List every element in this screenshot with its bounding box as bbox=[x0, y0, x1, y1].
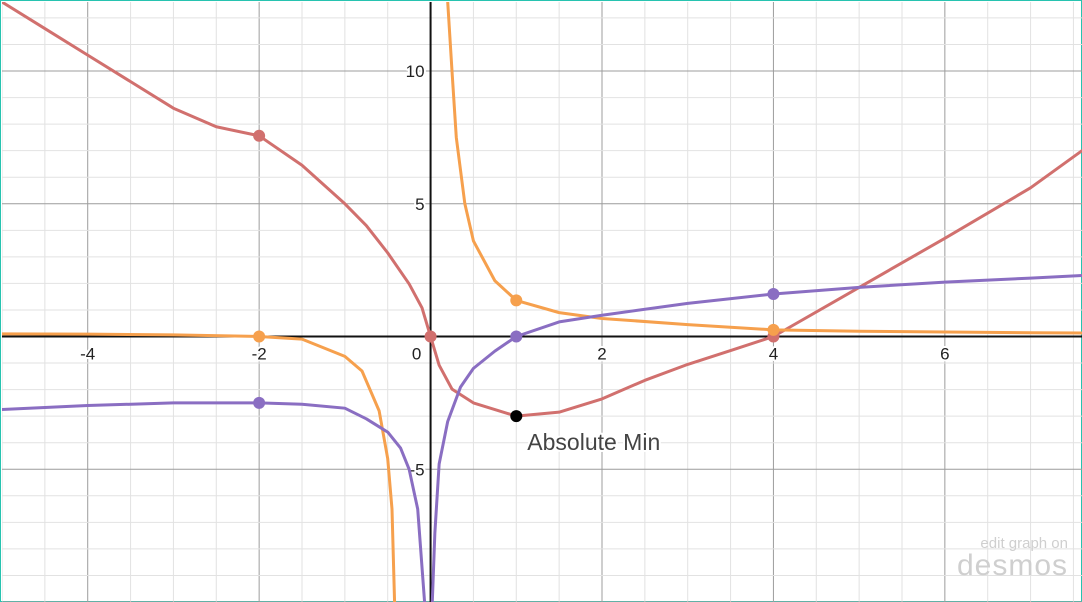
x-tick-label: -4 bbox=[80, 345, 95, 364]
x-tick-label: 4 bbox=[769, 345, 778, 364]
curve-point bbox=[767, 323, 780, 336]
points bbox=[253, 129, 780, 423]
x-tick-label: 2 bbox=[597, 345, 606, 364]
curve-purple bbox=[2, 273, 1082, 602]
x-tick-label: 0 bbox=[412, 345, 421, 364]
desmos-watermark[interactable]: edit graph on desmos bbox=[956, 535, 1068, 582]
annotations: Absolute Min bbox=[525, 427, 662, 457]
curve-point bbox=[424, 330, 437, 343]
x-tick-label: -2 bbox=[252, 345, 267, 364]
curve-point bbox=[510, 294, 523, 307]
watermark-edit-text: edit graph on bbox=[980, 535, 1068, 552]
curve-point bbox=[253, 396, 266, 409]
tick-labels: -4 -2 0 2 4 6 -5 5 10 bbox=[78, 60, 951, 481]
curve-point bbox=[767, 288, 780, 301]
curve-point bbox=[253, 330, 266, 343]
y-tick-label: 10 bbox=[406, 62, 425, 81]
y-tick-label: 5 bbox=[415, 195, 424, 214]
curve-point bbox=[510, 330, 523, 343]
curve-red bbox=[2, 2, 1082, 418]
absolute-min-label: Absolute Min bbox=[527, 429, 660, 455]
x-tick-label: 6 bbox=[940, 345, 949, 364]
absolute-min-point bbox=[510, 410, 523, 423]
desmos-logo: desmos bbox=[956, 549, 1068, 582]
curve-point bbox=[253, 129, 266, 142]
y-tick-label: -5 bbox=[409, 460, 424, 479]
